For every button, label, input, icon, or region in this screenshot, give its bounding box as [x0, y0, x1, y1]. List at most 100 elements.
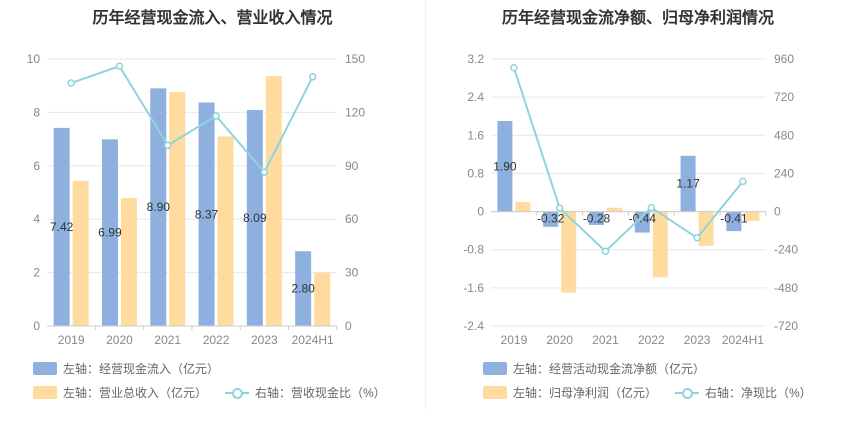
- chart-canvas: 0 2 4 6 8 10 0 30 60 90 120 150 2019 2020 2021 2022 2023…: [27, 52, 366, 347]
- bar-data-label: 7.42: [50, 220, 74, 234]
- bar-series-1: [198, 102, 215, 327]
- line-point: [647, 203, 656, 212]
- bar-data-label: 1.90: [493, 159, 517, 173]
- right-axis-tick-label: 720: [774, 90, 794, 104]
- line-point: [260, 168, 269, 176]
- left-axis-tick-label: 0.8: [467, 166, 484, 180]
- legend-swatch: [483, 362, 507, 375]
- chart-title: 历年经营现金流净额、归母净利润情况: [501, 10, 774, 27]
- chart-canvas: -2.4 -1.6 -0.8 0 0.8 1.6 2.4 3.2 -720 -480 -240 0 24…: [463, 52, 798, 347]
- bar-series-2: [652, 211, 668, 278]
- right-axis-tick-label: 960: [774, 52, 794, 66]
- bar-data-label: -0.41: [720, 212, 748, 226]
- legend-swatch: [33, 362, 57, 375]
- right-axis-tick-label: -720: [774, 319, 798, 333]
- bar-data-label: 8.37: [195, 207, 219, 221]
- line-point: [308, 73, 317, 81]
- line-series: [512, 67, 744, 253]
- right-axis-tick-label: 120: [345, 105, 365, 119]
- x-axis-tick-label: 2023: [251, 333, 278, 347]
- legend-swatch: [33, 386, 57, 399]
- legend-line-marker-icon: [675, 386, 700, 399]
- right-axis-tick-label: -480: [774, 281, 798, 295]
- left-axis-tick-label: 8: [33, 105, 40, 119]
- x-axis-tick-label: 2023: [684, 333, 711, 347]
- bar-series-2: [698, 211, 714, 246]
- left-axis-tick-label: 6: [33, 159, 40, 173]
- x-axis-tick-label: 2020: [106, 333, 133, 347]
- line-point: [510, 63, 518, 72]
- legend-label: 右轴：营收现金比（%）: [255, 386, 386, 400]
- line-point: [693, 234, 701, 242]
- bar-series-2: [169, 91, 186, 326]
- bar-series-1: [295, 251, 312, 326]
- legend-item-net-cashflow[interactable]: 左轴：经营活动现金流净额（亿元）: [483, 360, 705, 377]
- left-axis-tick-label: 0: [477, 205, 484, 219]
- bar-series-2: [120, 198, 137, 326]
- bar-series-2: [314, 272, 331, 326]
- legend-item-cash-ratio[interactable]: 右轴：净现比（%）: [675, 384, 812, 401]
- line-point: [164, 141, 172, 150]
- right-axis-tick-label: 60: [345, 212, 359, 226]
- legend-line-marker-icon: [225, 386, 250, 399]
- bar-data-label: 8.09: [243, 211, 267, 225]
- bar-series-1: [497, 120, 513, 212]
- left-axis-tick-label: 3.2: [467, 52, 484, 66]
- left-axis-tick-label: 10: [27, 52, 41, 66]
- line-point: [115, 62, 124, 70]
- legend-item-net-profit[interactable]: 左轴：归母净利润（亿元）: [483, 384, 657, 401]
- right-axis-tick-label: -240: [774, 243, 798, 257]
- bar-series-1: [150, 88, 167, 327]
- right-axis-tick-label: 30: [345, 266, 359, 280]
- line-point: [67, 79, 75, 87]
- left-axis-tick-label: 2: [33, 266, 40, 280]
- x-axis-tick-label: 2022: [638, 333, 665, 347]
- legend-row-2: 左轴：营业总收入（亿元） 右轴：营收现金比（%）: [33, 384, 404, 401]
- legend-label: 右轴：净现比（%）: [705, 386, 812, 400]
- bar-series-1: [246, 109, 263, 326]
- bar-series-1: [726, 211, 742, 232]
- bar-series-1: [53, 127, 70, 326]
- left-axis-tick-label: 2.4: [467, 90, 484, 104]
- x-axis-tick-label: 2020: [546, 333, 573, 347]
- left-axis-tick-label: -1.6: [463, 281, 484, 295]
- bar-data-label: 6.99: [98, 226, 122, 240]
- bar-data-label: 1.17: [676, 177, 700, 191]
- legend-item-revenue[interactable]: 左轴：营业总收入（亿元）: [33, 384, 207, 401]
- legend-swatch: [483, 386, 507, 399]
- bar-series-2: [561, 211, 577, 293]
- bar-series-1: [589, 211, 604, 225]
- x-axis-tick-label: 2022: [203, 333, 230, 347]
- bar-data-label: 2.80: [291, 282, 315, 296]
- chart-title: 历年经营现金流入、营业收入情况: [92, 10, 333, 27]
- bar-series-2: [515, 202, 531, 212]
- panel-divider: [425, 0, 426, 410]
- line-point: [739, 177, 747, 186]
- right-axis-tick-label: 90: [345, 159, 359, 173]
- x-axis-tick-label: 2021: [154, 333, 181, 347]
- bar-series-2: [217, 136, 234, 326]
- left-axis-tick-label: -2.4: [463, 319, 484, 333]
- line-point: [555, 204, 564, 212]
- legend-item-cash-inflow[interactable]: 左轴：经营现金流入（亿元）: [33, 360, 219, 377]
- bar-series-2: [607, 207, 622, 212]
- right-axis-tick-label: 150: [345, 52, 365, 66]
- left-axis-tick-label: 4: [33, 212, 40, 226]
- bar-series-2: [744, 211, 760, 222]
- chart-panel-net-cashflow-profit: 历年经营现金流净额、归母净利润情况 -2.4 -1.6 -0.8 0 0.8 1.6 2.4…: [426, 0, 850, 437]
- legend-label: 左轴：经营现金流入（亿元）: [63, 362, 220, 376]
- bar-series-1: [101, 139, 118, 326]
- x-axis-tick-label: 2024H1: [722, 333, 764, 347]
- right-axis-tick-label: 0: [774, 205, 781, 219]
- line-series: [70, 64, 314, 174]
- line-point: [212, 112, 220, 120]
- x-axis-tick-label: 2019: [501, 333, 528, 347]
- legend-item-ratio[interactable]: 右轴：营收现金比（%）: [225, 384, 386, 401]
- legend-row-1: 左轴：经营现金流入（亿元）: [33, 360, 237, 377]
- bar-series-2: [265, 76, 282, 326]
- left-axis-tick-label: 0: [33, 319, 40, 333]
- legend-row-1: 左轴：经营活动现金流净额（亿元）: [483, 360, 723, 377]
- right-axis-tick-label: 0: [345, 319, 352, 333]
- bar-series-1: [680, 155, 696, 212]
- right-axis-tick-label: 480: [774, 128, 794, 142]
